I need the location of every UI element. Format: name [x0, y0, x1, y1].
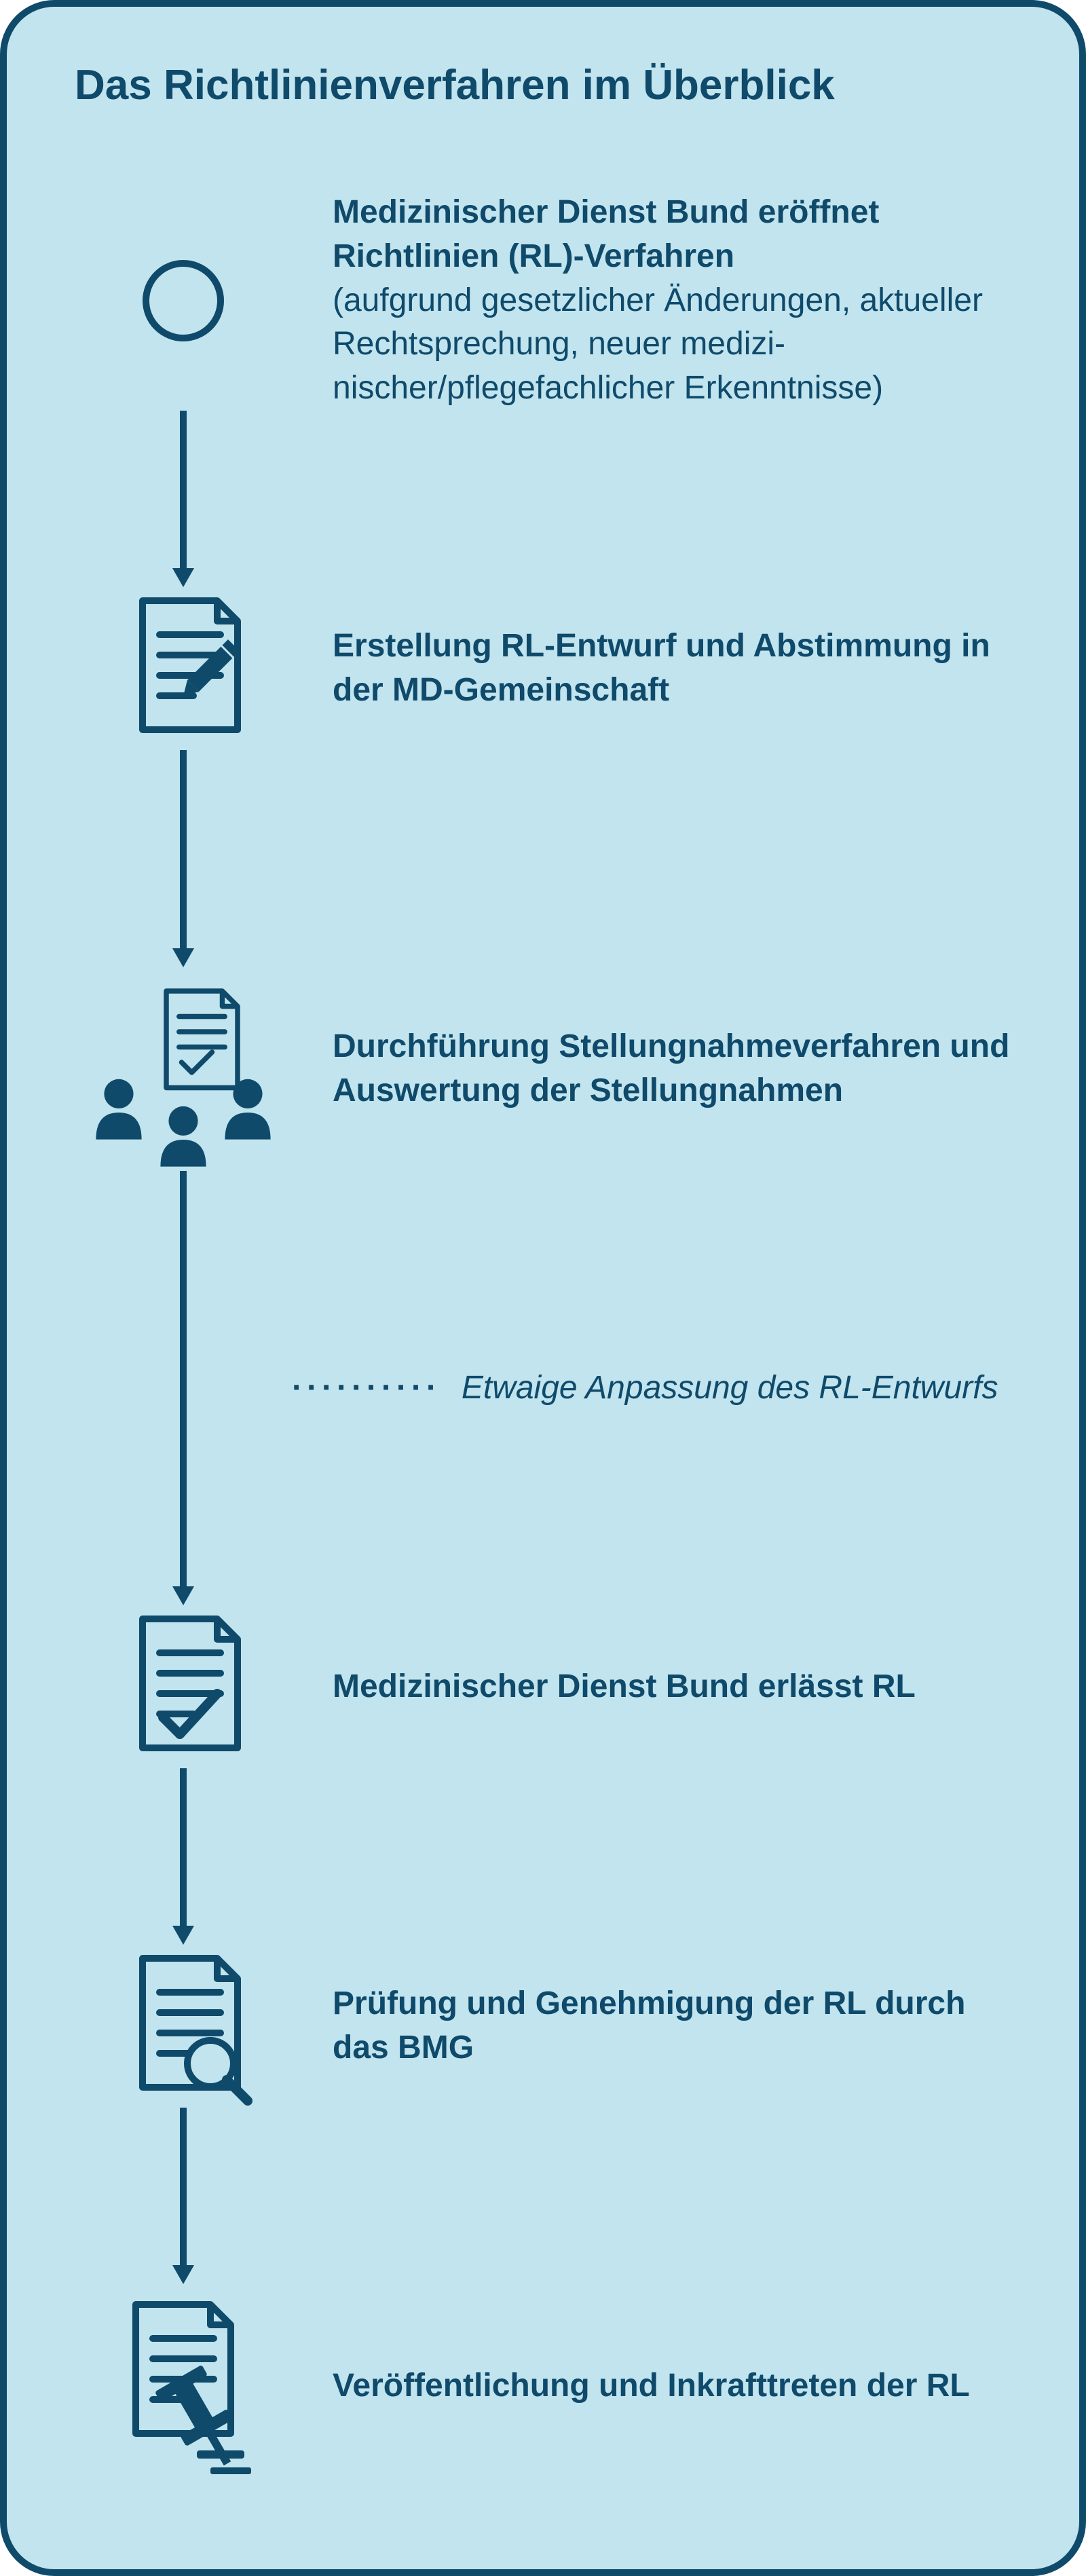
step-title: Erstellung RL-Entwurf und Abstimmung in … [333, 624, 1011, 713]
step-text: Veröffentlichung und Inkrafttreten der R… [333, 2364, 1011, 2408]
doc-people-icon [75, 967, 292, 1171]
step-text: Medizinischer Dienst Bund eröffnet Richt… [333, 191, 1011, 411]
flow-step: Durchführung Stellungnahmeverfahren und … [75, 967, 1011, 1171]
doc-magnify-icon [75, 1945, 292, 2108]
doc-pencil-icon [75, 587, 292, 750]
step-text: Prüfung und Genehmigung der RL durch das… [333, 1982, 1011, 2070]
circle-icon [75, 253, 292, 348]
flow-step: Medizinischer Dienst Bund erlässt RL [75, 1605, 1011, 1768]
step-title: Medizinischer Dienst Bund eröffnet Richt… [333, 191, 1011, 279]
connector-note: ·········· Etwaige Anpassung des RL-Entwu… [292, 1369, 1011, 1406]
infographic-card: Das Richtlinienverfahren im Überblick Me… [0, 0, 1086, 2576]
flow-step: Erstellung RL-Entwurf und Abstimmung in … [75, 587, 1011, 750]
step-title: Durchführung Stellungnahmeverfahren und … [333, 1025, 1011, 1113]
step-title: Prüfung und Genehmigung der RL durch das… [333, 1982, 1011, 2070]
step-title: Veröffentlichung und Inkrafttreten der R… [333, 2364, 1011, 2408]
flow-container: Medizinischer Dienst Bund eröffnet Richt… [75, 191, 1011, 2488]
step-text: Durchführung Stellungnahmeverfahren und … [333, 1025, 1011, 1113]
arrow-down-icon [75, 2108, 292, 2284]
step-text: Erstellung RL-Entwurf und Abstimmung in … [333, 624, 1011, 713]
connector-note-text: Etwaige Anpassung des RL-Entwurfs [462, 1369, 998, 1406]
doc-gavel-icon [75, 2284, 292, 2488]
flow-step: Veröffentlichung und Inkrafttreten der R… [75, 2284, 1011, 2488]
flow-connector [75, 750, 1011, 967]
flow-connector [75, 411, 1011, 587]
flow-connector: ·········· Etwaige Anpassung des RL-Entwu… [75, 1171, 1011, 1605]
flow-step: Prüfung und Genehmigung der RL durch das… [75, 1945, 1011, 2108]
step-title: Medizinischer Dienst Bund erlässt RL [333, 1665, 1011, 1709]
dotted-leader: ·········· [292, 1369, 441, 1406]
flow-connector [75, 1768, 1011, 1945]
arrow-down-icon [75, 1768, 292, 1945]
step-subtitle: (aufgrund gesetzlicher Änderungen, aktue… [333, 279, 1011, 411]
card-title: Das Richtlinienverfahren im Überblick [75, 61, 1011, 109]
flow-step: Medizinischer Dienst Bund eröffnet Richt… [75, 191, 1011, 411]
arrow-down-icon [75, 750, 292, 967]
flow-connector [75, 2108, 1011, 2284]
doc-check-icon [75, 1605, 292, 1768]
step-text: Medizinischer Dienst Bund erlässt RL [333, 1665, 1011, 1709]
arrow-down-icon [75, 411, 292, 587]
arrow-down-icon [75, 1171, 292, 1605]
